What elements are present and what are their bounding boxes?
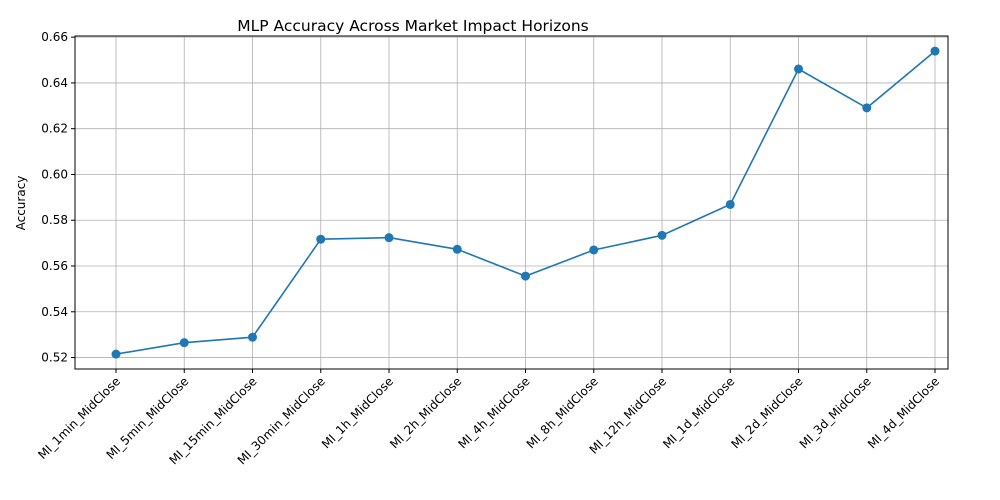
y-tick-label: 0.60 <box>41 167 68 181</box>
y-tick-label: 0.64 <box>41 76 68 90</box>
data-point <box>521 271 530 281</box>
plot-frame <box>74 35 949 370</box>
data-point <box>248 332 257 342</box>
data-point <box>862 103 872 113</box>
x-tick-label: MI_8h_MidClose <box>524 374 601 451</box>
x-axis-ticks: MI_1min_MidCloseMI_5min_MidCloseMI_15min… <box>35 369 942 467</box>
x-tick-label: MI_12h_MidClose <box>587 374 670 457</box>
data-point <box>384 233 394 243</box>
data-point <box>316 234 326 244</box>
y-axis-label: Accuracy <box>14 176 28 231</box>
x-tick-label: MI_2d_MidClose <box>728 374 805 451</box>
data-point <box>589 245 599 255</box>
data-point <box>794 64 803 74</box>
x-tick-label: MI_4d_MidClose <box>865 374 942 451</box>
data-point <box>179 338 189 348</box>
series-group <box>111 46 940 359</box>
y-axis-ticks: 0.52 0.54 0.56 0.58 0.60 0.62 0.64 0.66 <box>41 30 75 365</box>
data-point <box>657 230 667 240</box>
data-point <box>452 244 462 254</box>
grid-lines <box>75 36 948 369</box>
chart-title: MLP Accuracy Across Market Impact Horizo… <box>237 17 589 35</box>
x-tick-label: MI_2h_MidClose <box>387 374 464 451</box>
x-tick-label: MI_4h_MidClose <box>455 374 532 451</box>
data-point <box>725 199 735 209</box>
data-point <box>111 349 121 359</box>
y-tick-label: 0.54 <box>41 305 68 319</box>
y-tick-label: 0.66 <box>41 30 68 44</box>
x-tick-label: MI_1h_MidClose <box>319 374 396 451</box>
data-point <box>930 46 940 56</box>
x-tick-label: MI_3d_MidClose <box>797 374 874 451</box>
x-tick-label: MI_1d_MidClose <box>660 374 737 451</box>
y-tick-label: 0.56 <box>41 259 68 273</box>
y-tick-label: 0.58 <box>41 213 68 227</box>
y-tick-label: 0.52 <box>41 351 68 365</box>
y-tick-label: 0.62 <box>41 122 68 136</box>
